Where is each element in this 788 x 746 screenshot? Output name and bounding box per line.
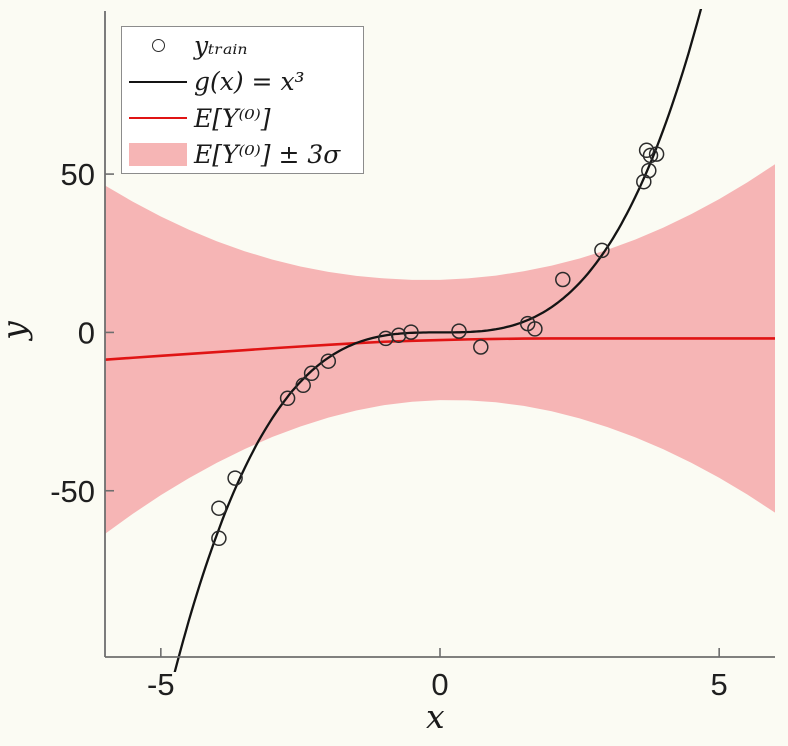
legend-patch-marker-icon <box>129 143 187 167</box>
mean-line <box>105 337 775 361</box>
x-tick-label: 5 <box>711 667 728 702</box>
train-point <box>555 271 571 288</box>
train-point <box>403 324 419 340</box>
plot-layers <box>105 9 775 672</box>
train-scatter <box>211 142 665 547</box>
train-point <box>527 321 543 337</box>
y-axis-label: y <box>0 321 33 340</box>
train-point <box>227 470 243 486</box>
legend: yₜᵣₐᵢₙ g(x) = x³ E[Y⁽⁰⁾] E[Y⁽⁰⁾] ± 3σ <box>121 26 364 174</box>
legend-row: E[Y⁽⁰⁾] <box>122 100 363 136</box>
train-point <box>473 339 489 355</box>
true-function-curve <box>173 9 703 672</box>
train-point <box>638 142 655 159</box>
train-point <box>648 146 665 162</box>
train-point <box>320 353 337 369</box>
x-tick-label: 0 <box>431 667 448 702</box>
legend-circle-marker-icon <box>151 38 165 52</box>
legend-label: E[Y⁽⁰⁾] ± 3σ <box>194 140 341 170</box>
legend-row: g(x) = x³ <box>122 64 363 100</box>
train-point <box>211 500 227 516</box>
confidence-band <box>105 164 775 534</box>
legend-label: E[Y⁽⁰⁾] <box>194 103 271 133</box>
legend-row: yₜᵣₐᵢₙ <box>122 27 363 63</box>
train-point <box>641 162 657 179</box>
legend-row: E[Y⁽⁰⁾] ± 3σ <box>122 137 363 173</box>
train-point <box>303 365 320 382</box>
train-point <box>295 377 311 394</box>
legend-label: g(x) = x³ <box>194 67 305 97</box>
legend-line-marker-icon <box>129 80 187 83</box>
y-tick-label: 50 <box>61 157 95 192</box>
train-point <box>211 530 227 547</box>
train-point <box>594 242 610 259</box>
y-tick-label: 0 <box>78 315 95 350</box>
train-point <box>279 390 296 407</box>
train-point <box>451 323 467 339</box>
legend-label: yₜᵣₐᵢₙ <box>194 30 248 60</box>
train-point <box>642 147 659 164</box>
y-tick-label: -50 <box>50 474 95 509</box>
legend-line-marker-icon <box>129 117 187 120</box>
x-axis-label: x <box>426 697 445 736</box>
x-tick-label: -5 <box>147 667 175 702</box>
train-point <box>390 327 407 344</box>
